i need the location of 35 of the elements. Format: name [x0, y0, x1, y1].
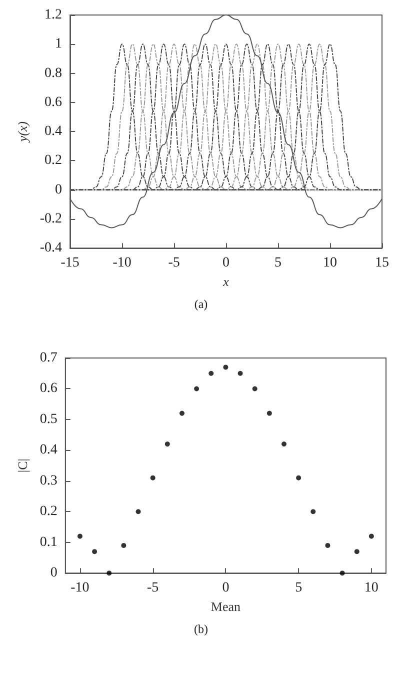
- y-tick-label: -0.4: [40, 240, 62, 256]
- y-axis-title: |C|: [15, 458, 30, 472]
- x-tick-label: 5: [274, 256, 282, 271]
- x-tick-label: 10: [323, 256, 338, 271]
- y-tick-label: 0.6: [40, 381, 58, 396]
- x-tick-label: -5: [168, 256, 180, 271]
- y-tick-label: 0.8: [44, 66, 62, 81]
- y-tick-label: 1.2: [44, 8, 62, 22]
- x-tick-label: -5: [147, 580, 159, 596]
- x-tick-label: -15: [60, 256, 80, 271]
- y-tick-label: 1: [55, 36, 62, 52]
- x-tick-label: -10: [112, 256, 132, 271]
- x-tick-label: 5: [295, 580, 302, 596]
- y-tick-label: 0.5: [40, 412, 58, 427]
- y-tick-label: 0.6: [44, 94, 62, 110]
- x-axis-title: x: [222, 274, 230, 289]
- x-tick-label: 0: [222, 580, 230, 596]
- y-tick-label: 0.3: [40, 473, 58, 488]
- y-tick-label: 0.1: [40, 534, 58, 550]
- x-tick-label: 15: [375, 256, 389, 271]
- x-tick-label: -10: [70, 580, 90, 596]
- x-tick-label: 10: [364, 580, 378, 596]
- text: (a): [193, 297, 209, 312]
- y-tick-label: 0: [55, 182, 62, 198]
- text: (b): [193, 622, 209, 637]
- y-tick-label: 0.4: [40, 442, 58, 458]
- y-tick-label: 0.4: [44, 124, 62, 140]
- y-tick-label: 0: [50, 566, 58, 581]
- y-tick-label: 0.2: [40, 504, 58, 520]
- x-axis-title: Mean: [210, 599, 241, 614]
- y-axis-title: y(x): [15, 121, 30, 144]
- y-tick-label: 0.7: [40, 350, 58, 366]
- x-tick-label: 0: [222, 256, 230, 271]
- y-tick-label: -0.2: [40, 211, 62, 226]
- y-tick-label: 0.2: [44, 153, 62, 168]
